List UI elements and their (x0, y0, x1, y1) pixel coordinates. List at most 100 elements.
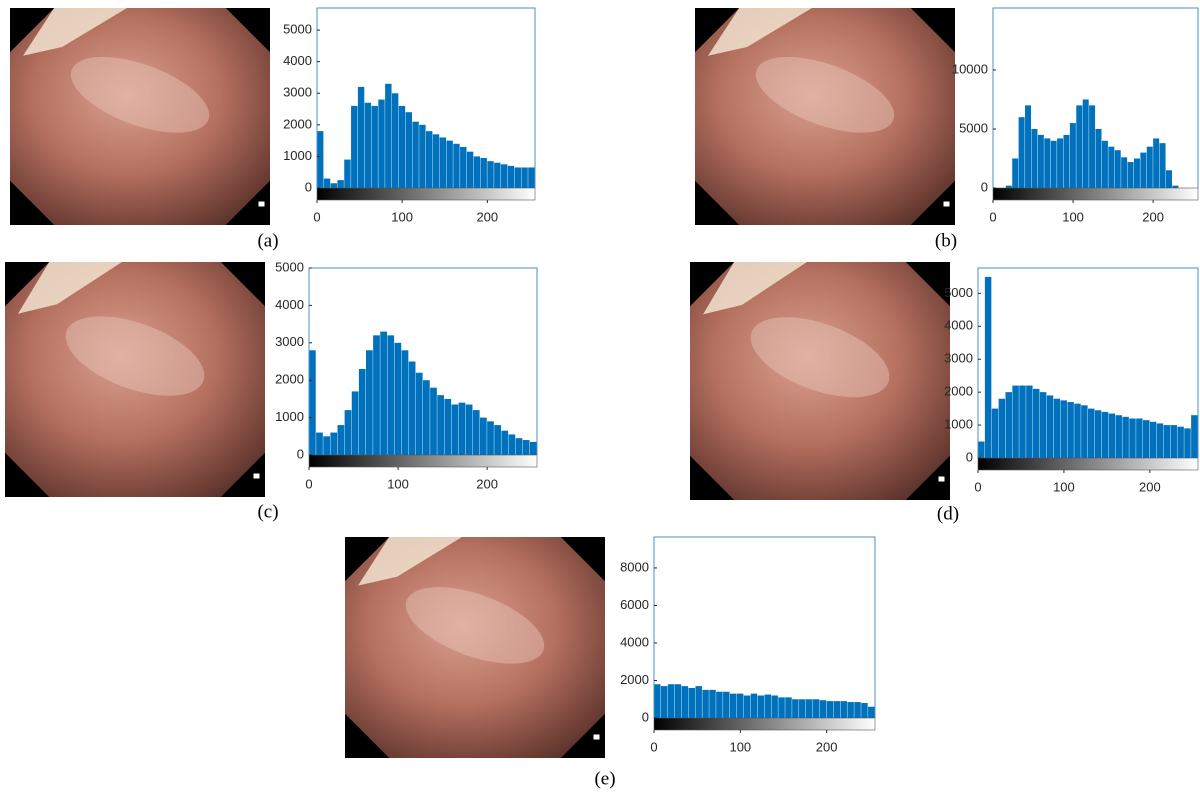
bar (330, 432, 338, 455)
y-tick-label: 2000 (283, 116, 312, 131)
bar (1088, 408, 1095, 458)
y-tick-label: 0 (297, 446, 304, 461)
bar (868, 706, 875, 718)
image-marker (592, 733, 601, 741)
bar (473, 156, 481, 188)
bar (337, 180, 344, 188)
x-tick-label: 200 (816, 739, 838, 754)
colorbar (653, 717, 876, 731)
x-tick-label: 200 (1142, 209, 1164, 224)
colorbar (977, 457, 1199, 471)
bar (316, 432, 323, 455)
y-tick-label: 5000 (959, 120, 988, 135)
bar (412, 121, 419, 188)
x-tick-label: 0 (305, 476, 312, 491)
bar (1025, 105, 1032, 188)
bar (394, 342, 402, 455)
bar (1108, 146, 1115, 188)
bar (371, 105, 378, 188)
caption: (a) (257, 230, 278, 251)
endoscopy-image (10, 8, 270, 225)
bar (387, 335, 395, 455)
endoscopy-image (345, 537, 605, 758)
bar (515, 438, 523, 455)
bar (408, 361, 416, 455)
bar (1101, 411, 1109, 458)
image-texture (755, 56, 895, 133)
bar (419, 124, 426, 188)
bar (460, 146, 467, 188)
bar (1046, 395, 1054, 458)
endoscopy-image (5, 262, 265, 497)
bar (309, 350, 316, 455)
bar (1012, 158, 1019, 188)
y-tick-label: 1000 (944, 417, 973, 432)
bar (1191, 415, 1198, 458)
bar (494, 162, 501, 188)
bar (487, 161, 494, 188)
bar (472, 410, 480, 455)
bar (507, 165, 515, 188)
image-texture (750, 317, 890, 398)
y-tick-label: 4000 (275, 297, 304, 312)
image-glare (23, 8, 127, 56)
endoscopy-image (690, 262, 950, 500)
bar (344, 159, 351, 188)
bar (432, 134, 440, 188)
bar (364, 102, 372, 188)
bar (812, 699, 820, 718)
y-tick-label: 4000 (620, 634, 649, 649)
y-tick-label: 5000 (275, 259, 304, 274)
bar (453, 143, 460, 188)
colorbar (992, 187, 1199, 201)
bar (1143, 420, 1150, 458)
bar (494, 425, 501, 455)
bar (1133, 158, 1140, 188)
bar (1012, 385, 1019, 458)
bar (1018, 117, 1025, 188)
bar (1057, 138, 1064, 188)
y-tick-label: 0 (305, 179, 312, 194)
x-tick-label: 100 (387, 476, 409, 491)
bar (430, 387, 437, 455)
bar (487, 421, 494, 455)
bar (465, 404, 473, 455)
y-tick-label: 0 (981, 179, 988, 194)
bar (405, 112, 412, 188)
bar (480, 158, 487, 188)
y-tick-label: 0 (642, 709, 649, 724)
colorbar (316, 187, 536, 201)
y-tick-label: 3000 (283, 85, 312, 100)
image-marker (937, 475, 946, 483)
bar (1129, 418, 1136, 458)
x-tick-label: 200 (476, 476, 498, 491)
bar (660, 686, 668, 718)
axes-box (977, 267, 1199, 458)
bar (1081, 405, 1088, 458)
bar (667, 684, 675, 718)
bar (385, 83, 392, 188)
bar (729, 693, 737, 718)
bar (1153, 138, 1160, 188)
bar (1122, 416, 1129, 458)
bar (1115, 415, 1122, 458)
bar (654, 684, 661, 718)
bar (466, 151, 474, 188)
bar (991, 408, 999, 458)
bar (1140, 152, 1147, 188)
y-tick-label: 6000 (620, 597, 649, 612)
colorbar (308, 454, 538, 468)
x-tick-label: 100 (1062, 209, 1084, 224)
x-tick-label: 100 (391, 209, 413, 224)
y-tick-label: 4000 (283, 53, 312, 68)
bar (1156, 423, 1164, 458)
bar (415, 372, 423, 455)
bar (833, 701, 841, 718)
bar (344, 410, 352, 455)
bar (1033, 388, 1040, 458)
bar (1053, 398, 1061, 458)
bar (757, 695, 765, 718)
bar (501, 430, 509, 455)
bar (750, 693, 758, 718)
